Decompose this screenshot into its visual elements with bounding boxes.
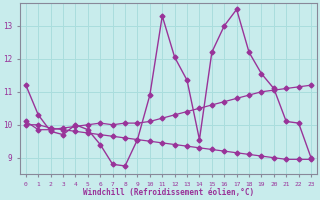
- X-axis label: Windchill (Refroidissement éolien,°C): Windchill (Refroidissement éolien,°C): [83, 188, 254, 197]
